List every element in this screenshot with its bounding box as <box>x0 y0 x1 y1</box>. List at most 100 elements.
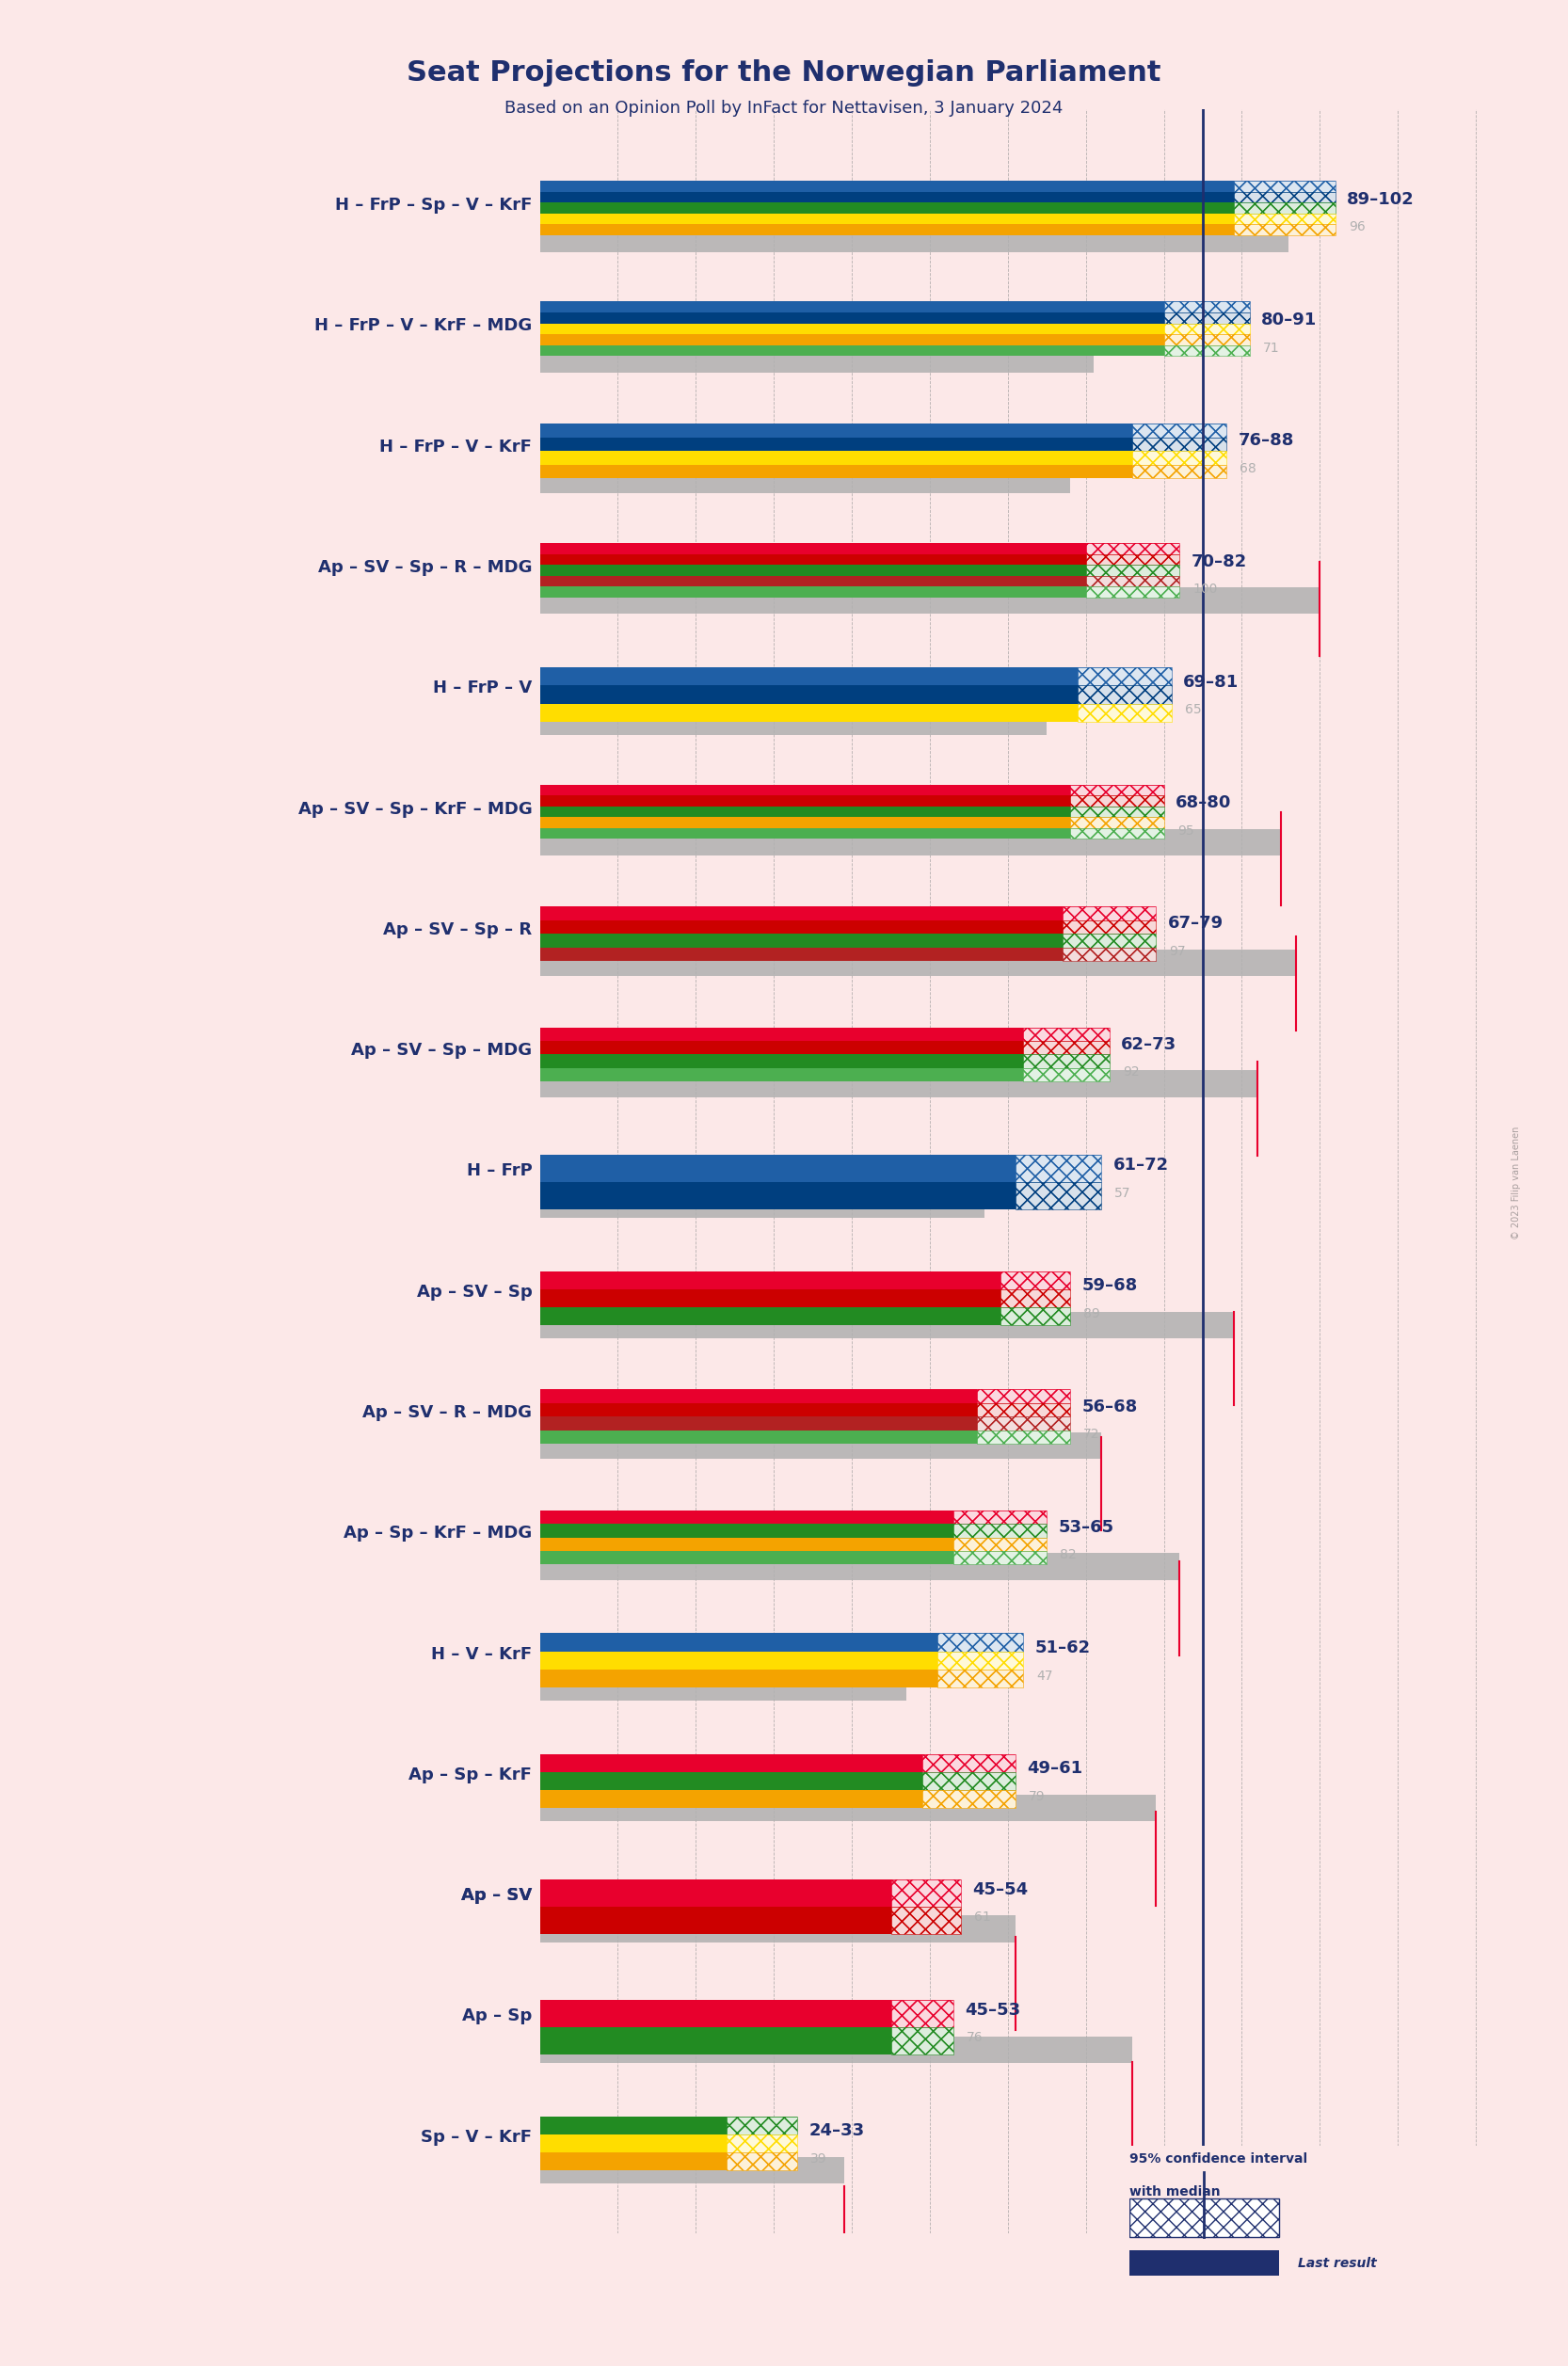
Bar <box>539 1431 1071 1443</box>
Bar <box>539 686 1171 703</box>
Bar <box>539 203 1336 213</box>
FancyBboxPatch shape <box>977 1431 1071 1443</box>
Text: H – FrP – V – KrF – MDG: H – FrP – V – KrF – MDG <box>314 317 532 334</box>
Bar <box>539 1796 1156 1822</box>
Bar <box>539 1289 1071 1308</box>
Bar <box>539 334 1250 345</box>
Bar <box>539 786 1163 795</box>
FancyBboxPatch shape <box>938 1670 1024 1687</box>
Text: 53–65: 53–65 <box>1058 1519 1115 1536</box>
FancyBboxPatch shape <box>953 1510 1047 1524</box>
FancyBboxPatch shape <box>953 1538 1047 1552</box>
FancyBboxPatch shape <box>1234 203 1336 213</box>
Text: Ap – SV: Ap – SV <box>461 1888 532 1905</box>
Text: 95% confidence interval: 95% confidence interval <box>1129 2153 1308 2165</box>
Bar <box>539 1916 1016 1942</box>
Bar <box>539 300 1250 312</box>
FancyBboxPatch shape <box>891 1907 961 1933</box>
FancyBboxPatch shape <box>953 1552 1047 1564</box>
Bar <box>539 225 1289 251</box>
Bar <box>539 1067 1109 1081</box>
Text: 67–79: 67–79 <box>1168 916 1223 932</box>
FancyBboxPatch shape <box>1063 906 1156 920</box>
Bar <box>539 807 1163 816</box>
FancyBboxPatch shape <box>728 2115 797 2134</box>
FancyBboxPatch shape <box>1024 1067 1109 1081</box>
FancyBboxPatch shape <box>1163 334 1250 345</box>
FancyBboxPatch shape <box>1000 1289 1071 1308</box>
FancyBboxPatch shape <box>1163 324 1250 334</box>
Text: Ap – SV – Sp: Ap – SV – Sp <box>417 1282 532 1301</box>
Bar <box>539 1190 985 1218</box>
FancyBboxPatch shape <box>922 1791 1016 1808</box>
FancyBboxPatch shape <box>1163 345 1250 355</box>
Text: 89: 89 <box>1083 1306 1101 1320</box>
Text: 65: 65 <box>1185 703 1201 717</box>
Bar <box>539 345 1250 355</box>
Bar <box>539 438 1226 452</box>
Text: H – FrP – Sp – V – KrF: H – FrP – Sp – V – KrF <box>336 196 532 213</box>
FancyBboxPatch shape <box>1087 575 1179 587</box>
FancyBboxPatch shape <box>977 1417 1071 1431</box>
FancyBboxPatch shape <box>728 2134 797 2153</box>
Text: 71: 71 <box>1262 341 1279 355</box>
FancyBboxPatch shape <box>891 2028 953 2054</box>
FancyBboxPatch shape <box>1071 816 1163 828</box>
Bar <box>539 1027 1109 1041</box>
Text: Ap – Sp: Ap – Sp <box>463 2009 532 2025</box>
Text: 45–53: 45–53 <box>964 2002 1021 2018</box>
Bar <box>539 946 1156 961</box>
Bar <box>539 464 1226 478</box>
Bar <box>539 1675 906 1701</box>
Bar <box>539 180 1336 192</box>
Text: 68: 68 <box>1240 461 1256 476</box>
Bar <box>539 1633 1024 1651</box>
Bar <box>539 703 1171 722</box>
Text: 57: 57 <box>1115 1185 1131 1200</box>
Bar <box>539 1552 1179 1580</box>
Text: 49–61: 49–61 <box>1027 1760 1083 1777</box>
FancyBboxPatch shape <box>1079 686 1171 703</box>
Bar <box>539 452 1226 464</box>
Bar <box>539 587 1179 596</box>
FancyBboxPatch shape <box>1071 795 1163 807</box>
Bar <box>539 1271 1071 1289</box>
FancyBboxPatch shape <box>1063 946 1156 961</box>
Bar <box>539 565 1179 575</box>
FancyBboxPatch shape <box>1071 828 1163 840</box>
Text: 56–68: 56–68 <box>1082 1398 1138 1415</box>
Bar <box>539 667 1171 686</box>
Text: H – FrP: H – FrP <box>466 1162 532 1181</box>
Text: 97: 97 <box>1170 944 1185 958</box>
Text: Based on an Opinion Poll by InFact for Nettavisen, 3 January 2024: Based on an Opinion Poll by InFact for N… <box>505 99 1063 116</box>
FancyBboxPatch shape <box>1234 192 1336 203</box>
FancyBboxPatch shape <box>1000 1308 1071 1325</box>
Bar <box>539 2158 844 2184</box>
FancyBboxPatch shape <box>1079 667 1171 686</box>
Text: H – V – KrF: H – V – KrF <box>431 1647 532 1663</box>
Text: Ap – SV – Sp – MDG: Ap – SV – Sp – MDG <box>351 1041 532 1060</box>
Text: 89–102: 89–102 <box>1347 192 1414 208</box>
FancyBboxPatch shape <box>1132 464 1226 478</box>
FancyBboxPatch shape <box>1087 554 1179 565</box>
FancyBboxPatch shape <box>728 2153 797 2170</box>
FancyBboxPatch shape <box>1087 544 1179 554</box>
FancyBboxPatch shape <box>1087 587 1179 596</box>
FancyBboxPatch shape <box>1132 438 1226 452</box>
Text: 69–81: 69–81 <box>1184 674 1239 691</box>
Text: 61–72: 61–72 <box>1113 1157 1168 1174</box>
Bar <box>539 345 1093 371</box>
Bar <box>539 2028 953 2054</box>
Text: 72: 72 <box>1083 1427 1101 1441</box>
Bar <box>539 213 1336 225</box>
FancyBboxPatch shape <box>1234 225 1336 234</box>
Bar <box>539 324 1250 334</box>
Bar <box>539 1879 961 1907</box>
FancyBboxPatch shape <box>891 1999 953 2028</box>
Text: with median: with median <box>1129 2186 1220 2198</box>
Text: 61: 61 <box>974 1912 991 1924</box>
Bar <box>539 1417 1071 1431</box>
Text: 24–33: 24–33 <box>809 2122 864 2139</box>
Bar <box>539 2115 797 2134</box>
Text: 76: 76 <box>966 2032 983 2044</box>
